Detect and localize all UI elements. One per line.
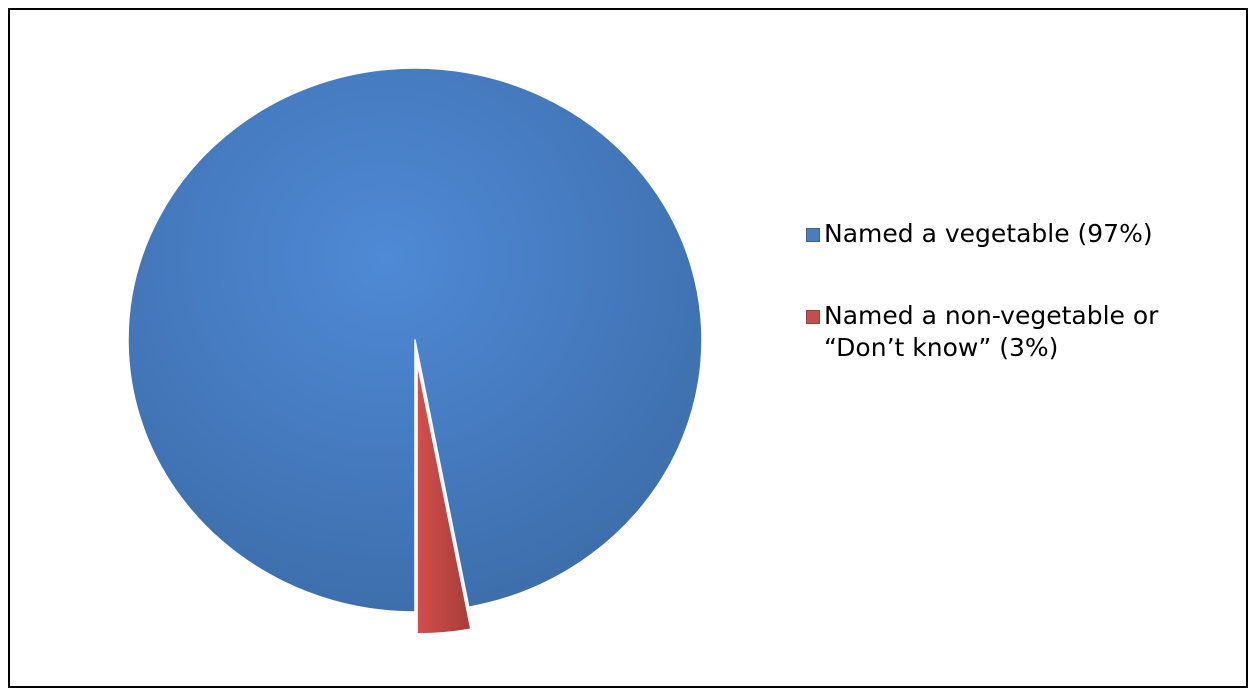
legend-item: Named a non-vegetable or “Don’t know” (3… (806, 300, 1226, 364)
legend-label: Named a vegetable (97%) (824, 219, 1153, 248)
chart (127, 67, 703, 635)
legend-label: Named a non-vegetable or “Don’t know” (3… (824, 301, 1159, 362)
page: {"chart_data": {"type": "pie", "categori… (8, 8, 1248, 688)
legend: Named a vegetable (97%) Named a non-veget… (806, 218, 1226, 414)
legend-swatch (806, 228, 820, 242)
pie-slice (127, 67, 703, 613)
legend-swatch (806, 310, 820, 324)
legend-item: Named a vegetable (97%) (806, 218, 1226, 250)
pie-slice (416, 361, 472, 635)
